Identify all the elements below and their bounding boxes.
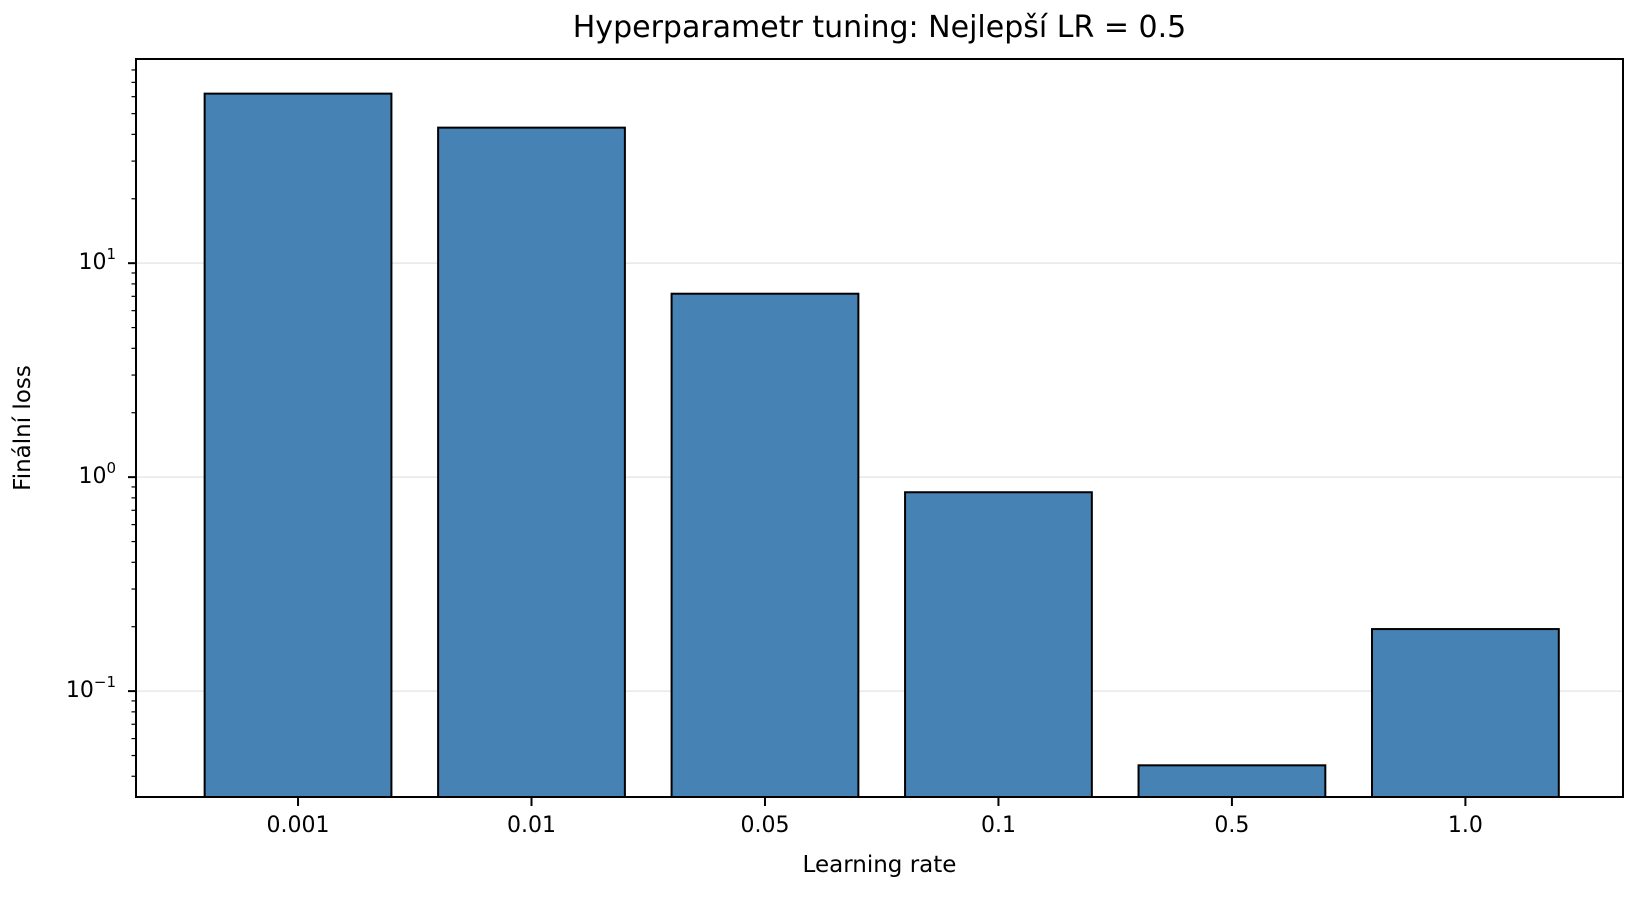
bar-lr-0.05	[670, 292, 860, 798]
bars	[203, 92, 1560, 799]
tick-labels: 101 100 10−1 0.001 0.01 0.05 0.1 0.5 1.0	[66, 245, 1483, 838]
y-tick-label: 10−1	[66, 673, 116, 703]
bar-lr-0.001	[203, 92, 393, 799]
y-axis-label: Finální loss	[10, 365, 36, 491]
x-tick-label: 0.001	[267, 813, 330, 838]
x-tick-label: 0.1	[981, 813, 1016, 838]
bar-lr-1.0	[1371, 628, 1560, 799]
y-tick-label: 101	[78, 245, 116, 275]
x-tick-label: 0.05	[740, 813, 789, 838]
axes	[128, 58, 1624, 806]
x-axis-label: Learning rate	[803, 852, 957, 878]
x-tick-label: 0.01	[507, 813, 556, 838]
y-tick-label: 100	[78, 459, 116, 489]
x-tick-label: 1.0	[1448, 813, 1483, 838]
bar-lr-0.5	[1137, 764, 1327, 798]
x-tick-label: 0.5	[1214, 813, 1249, 838]
bar-lr-0.1	[904, 491, 1093, 798]
chart-title: Hyperparametr tuning: Nejlepší LR = 0.5	[573, 10, 1186, 45]
plot-frame	[135, 58, 1624, 798]
bar-lr-0.01	[437, 126, 626, 799]
